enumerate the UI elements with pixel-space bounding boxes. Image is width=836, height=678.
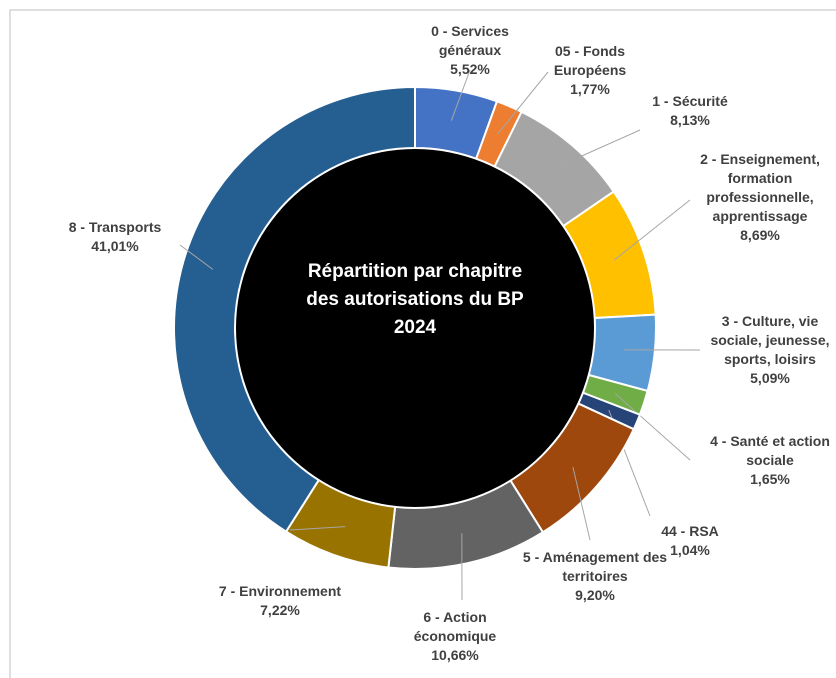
category-label: 2 - Enseignement, formation professionne… (685, 150, 835, 245)
leader-line (497, 71, 549, 135)
slice (173, 85, 416, 534)
leader-line (179, 244, 214, 270)
category-label: 4 - Santé et action sociale 1,65% (695, 432, 836, 489)
leader-line (572, 467, 591, 541)
value-label: 1,77% (570, 81, 610, 97)
value-label: 5,09% (750, 370, 790, 386)
category-label: 3 - Culture, vie sociale, jeunesse, spor… (695, 312, 836, 388)
value-label: 5,52% (450, 61, 490, 77)
frame (9, 9, 836, 678)
value-label: 10,66% (431, 647, 479, 663)
value-label: 8,13% (670, 112, 710, 128)
value-label: 1,65% (750, 471, 790, 487)
category-label: 8 - Transports 41,01% (40, 218, 190, 256)
value-label: 1,04% (670, 542, 710, 558)
leader-line (450, 69, 471, 121)
value-label: 8,69% (740, 227, 780, 243)
value-label: 41,01% (91, 238, 139, 254)
category-label: 44 - RSA 1,04% (635, 522, 745, 560)
category-label: 7 - Environnement 7,22% (200, 582, 360, 620)
leader-line (552, 129, 641, 170)
category-label: 0 - Services généraux 5,52% (400, 22, 540, 79)
chart-title: Répartition par chapitre des autorisatio… (306, 261, 524, 338)
category-label: 05 - Fonds Européens 1,77% (525, 42, 655, 99)
donut-hole (236, 149, 594, 507)
category-label: 5 - Aménagement des territoires 9,20% (520, 548, 670, 605)
category-label: 1 - Sécurité 8,13% (630, 92, 750, 130)
leader-line (289, 526, 346, 531)
leader-line (613, 199, 691, 261)
leader-line (614, 393, 691, 461)
value-label: 9,20% (575, 587, 615, 603)
category-label: 6 - Action économique 10,66% (385, 608, 525, 665)
value-label: 7,22% (260, 602, 300, 618)
